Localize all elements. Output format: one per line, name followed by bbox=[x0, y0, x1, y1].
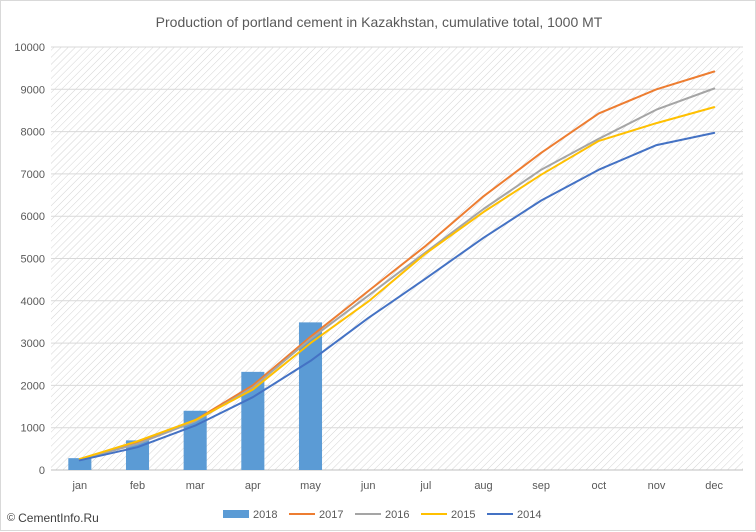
y-tick-label: 7000 bbox=[21, 169, 45, 181]
x-tick-label: aug bbox=[474, 480, 492, 492]
legend-label-2016: 2016 bbox=[385, 509, 409, 521]
x-tick-label: dec bbox=[705, 480, 723, 492]
x-tick-label: jul bbox=[419, 480, 431, 492]
legend-label-2015: 2015 bbox=[451, 509, 475, 521]
x-tick-label: jan bbox=[71, 480, 87, 492]
plot-area: 0 1000 2000 3000 4000 5000 6000 7000 8000 9000 100… bbox=[14, 42, 743, 492]
y-tick-label: 2000 bbox=[21, 380, 45, 392]
y-tick-label: 5000 bbox=[21, 254, 45, 266]
y-tick-label: 9000 bbox=[21, 84, 45, 96]
legend-swatch-2018 bbox=[223, 510, 249, 518]
y-tick-label: 3000 bbox=[21, 338, 45, 350]
legend-label-2017: 2017 bbox=[319, 509, 343, 521]
legend: 2018 2017 2016 2015 2014 bbox=[223, 509, 541, 521]
watermark: © CementInfo.Ru bbox=[7, 511, 99, 525]
line-series-2016 bbox=[78, 87, 716, 461]
x-tick-label: may bbox=[300, 480, 321, 492]
x-tick-label: jun bbox=[360, 480, 376, 492]
x-tick-label: mar bbox=[186, 480, 205, 492]
chart-title: Production of portland cement in Kazakhs… bbox=[156, 14, 603, 30]
x-tick-label: feb bbox=[130, 480, 145, 492]
x-tick-label: apr bbox=[245, 480, 261, 492]
bar-2018-mar bbox=[183, 410, 207, 470]
line-series-2014 bbox=[78, 131, 716, 462]
y-tick-label: 6000 bbox=[21, 211, 45, 223]
x-tick-label: nov bbox=[648, 480, 666, 492]
y-tick-label: 8000 bbox=[21, 127, 45, 139]
line-series-2015 bbox=[78, 106, 716, 460]
watermark-text: CementInfo.Ru bbox=[18, 511, 99, 525]
y-tick-label: 0 bbox=[39, 465, 45, 477]
y-tick-label: 10000 bbox=[14, 42, 45, 54]
copyright-icon: © bbox=[7, 511, 16, 524]
bar-2018-apr bbox=[241, 371, 265, 470]
legend-label-2018: 2018 bbox=[253, 509, 277, 521]
bar-2018-may bbox=[298, 322, 323, 470]
x-tick-label: sep bbox=[532, 480, 550, 492]
bar-2018-jan bbox=[68, 458, 92, 470]
y-tick-label: 1000 bbox=[21, 423, 45, 435]
legend-label-2014: 2014 bbox=[517, 509, 541, 521]
y-tick-label: 4000 bbox=[21, 296, 45, 308]
x-tick-label: oct bbox=[591, 480, 606, 492]
